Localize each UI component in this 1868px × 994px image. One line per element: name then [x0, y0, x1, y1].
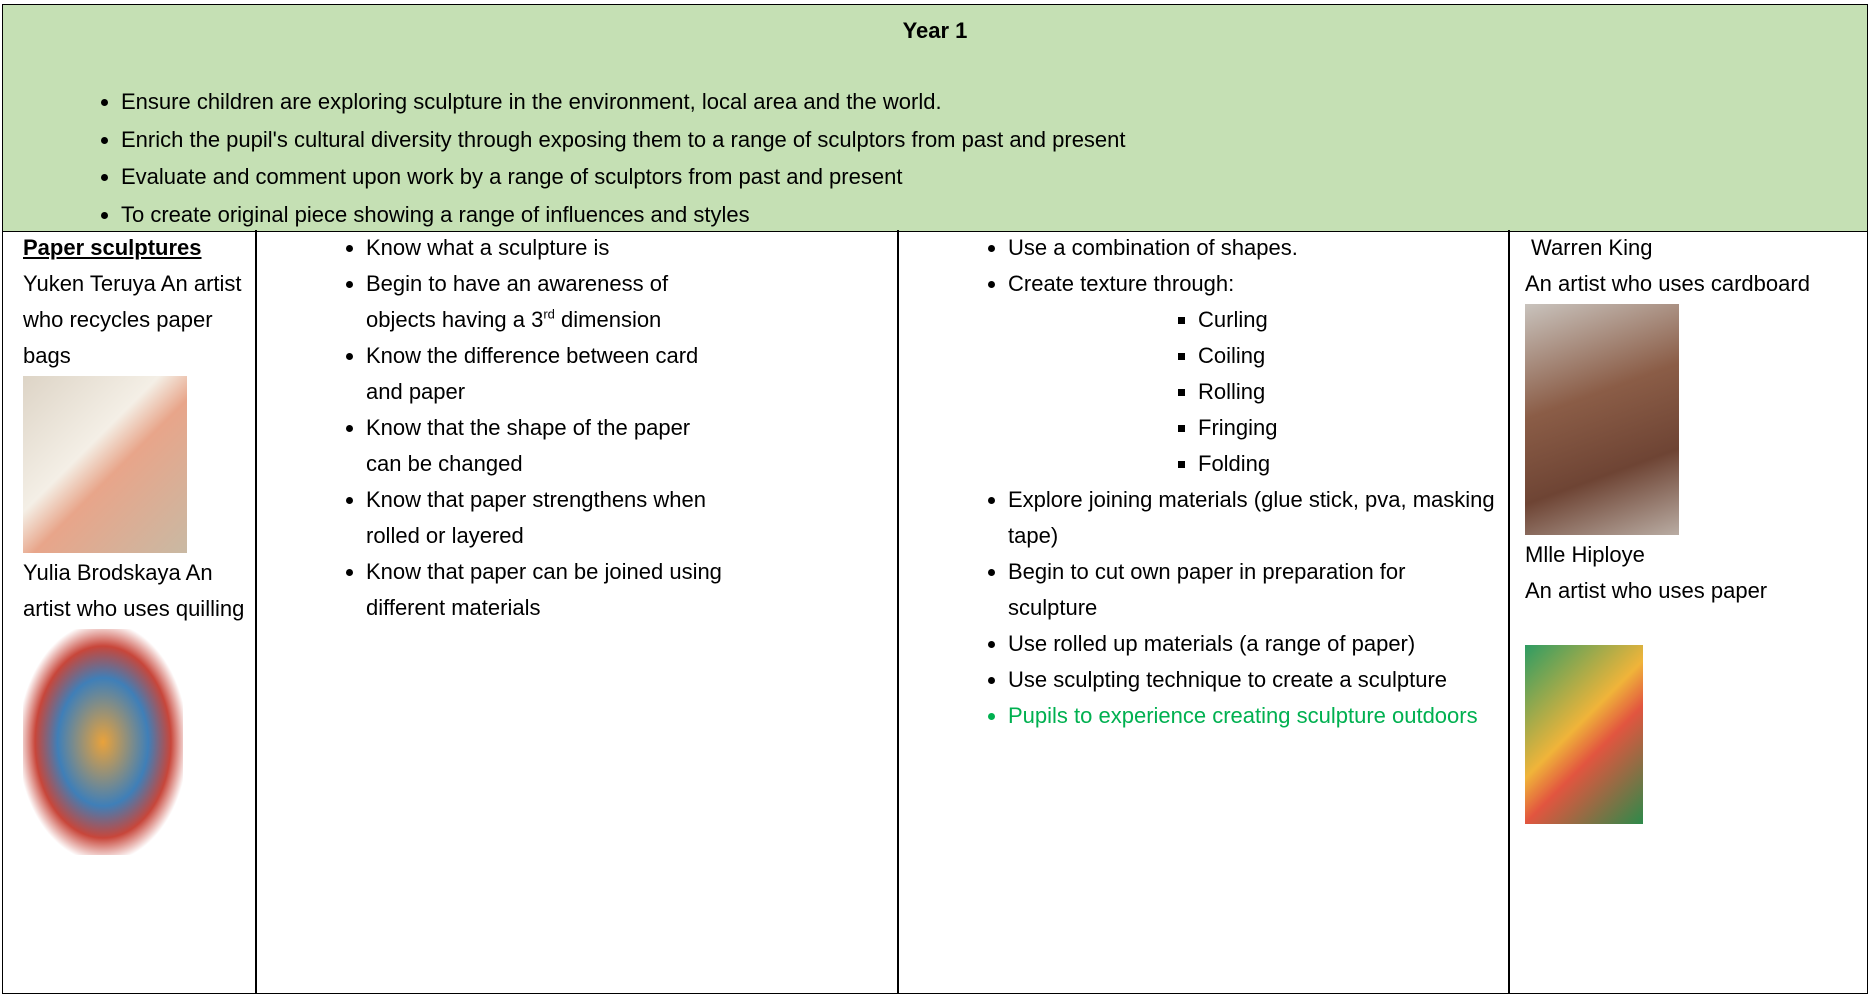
artwork-image [23, 376, 187, 553]
knowledge-cell: Know what a sculpture is Begin to have a… [255, 230, 899, 994]
knowledge-item: Know that paper strengthens when rolled … [366, 482, 728, 554]
artwork-image [23, 629, 183, 855]
knowledge-item: Begin to have an awareness of objects ha… [366, 266, 728, 338]
text: Begin to have an awareness of objects ha… [366, 271, 669, 332]
topic-cell: Paper sculptures Yuken Teruya An artist … [2, 230, 257, 994]
artwork-image [1525, 304, 1679, 535]
texture-method: Curling [1198, 302, 1499, 338]
artist-description: An artist who uses paper [1525, 578, 1768, 603]
aim: Ensure children are exploring sculpture … [121, 83, 1126, 121]
skill-item: Use sculpting technique to create a scul… [1008, 662, 1499, 698]
skill-item: Use rolled up materials (a range of pape… [1008, 626, 1499, 662]
superscript: rd [543, 306, 555, 322]
knowledge-item: Know the difference between card and pap… [366, 338, 728, 410]
texture-list: Curling Coiling Rolling Fringing Folding [1198, 302, 1499, 482]
texture-method: Folding [1198, 446, 1499, 482]
skill-item: Explore joining materials (glue stick, p… [1008, 482, 1499, 554]
knowledge-item: Know that the shape of the paper can be … [366, 410, 728, 482]
aim: Evaluate and comment upon work by a rang… [121, 158, 1126, 196]
header-row: Year 1 [2, 4, 1868, 82]
artist-text: Yulia Brodskaya An artist who uses quill… [23, 560, 245, 621]
aim: To create original piece showing a range… [121, 196, 1126, 234]
aims-list: Ensure children are exploring sculpture … [121, 83, 1126, 233]
artist-description: An artist who uses cardboard [1525, 271, 1810, 296]
knowledge-item: Know what a sculpture is [366, 230, 728, 266]
skills-cell: Use a combination of shapes. Create text… [897, 230, 1510, 994]
artist-name: Mlle Hiploye [1525, 542, 1645, 567]
skill-item: Begin to cut own paper in preparation fo… [1008, 554, 1499, 626]
skill-item: Use a combination of shapes. [1008, 230, 1499, 266]
aims-row: Ensure children are exploring sculpture … [2, 80, 1868, 232]
texture-method: Coiling [1198, 338, 1499, 374]
artist-name: Warren King [1531, 235, 1653, 260]
topic-heading: Paper sculptures [23, 235, 202, 260]
text: Create texture through: [1008, 271, 1235, 296]
text: dimension [554, 307, 662, 332]
artists-cell: Warren King An artist who uses cardboard… [1508, 230, 1868, 994]
title: Year 1 [902, 18, 968, 43]
texture-method: Fringing [1198, 410, 1499, 446]
artist-text: Yuken Teruya An artist who recycles pape… [23, 271, 242, 368]
knowledge-list: Know what a sculpture is Begin to have a… [366, 230, 728, 626]
skill-item: Pupils to experience creating sculpture … [1008, 698, 1499, 734]
skill-item: Create texture through: Curling Coiling … [1008, 266, 1499, 482]
knowledge-item: Know that paper can be joined using diff… [366, 554, 728, 626]
aim: Enrich the pupil's cultural diversity th… [121, 121, 1126, 159]
texture-method: Rolling [1198, 374, 1499, 410]
skills-list: Use a combination of shapes. Create text… [1008, 230, 1499, 734]
artwork-image [1525, 645, 1643, 824]
